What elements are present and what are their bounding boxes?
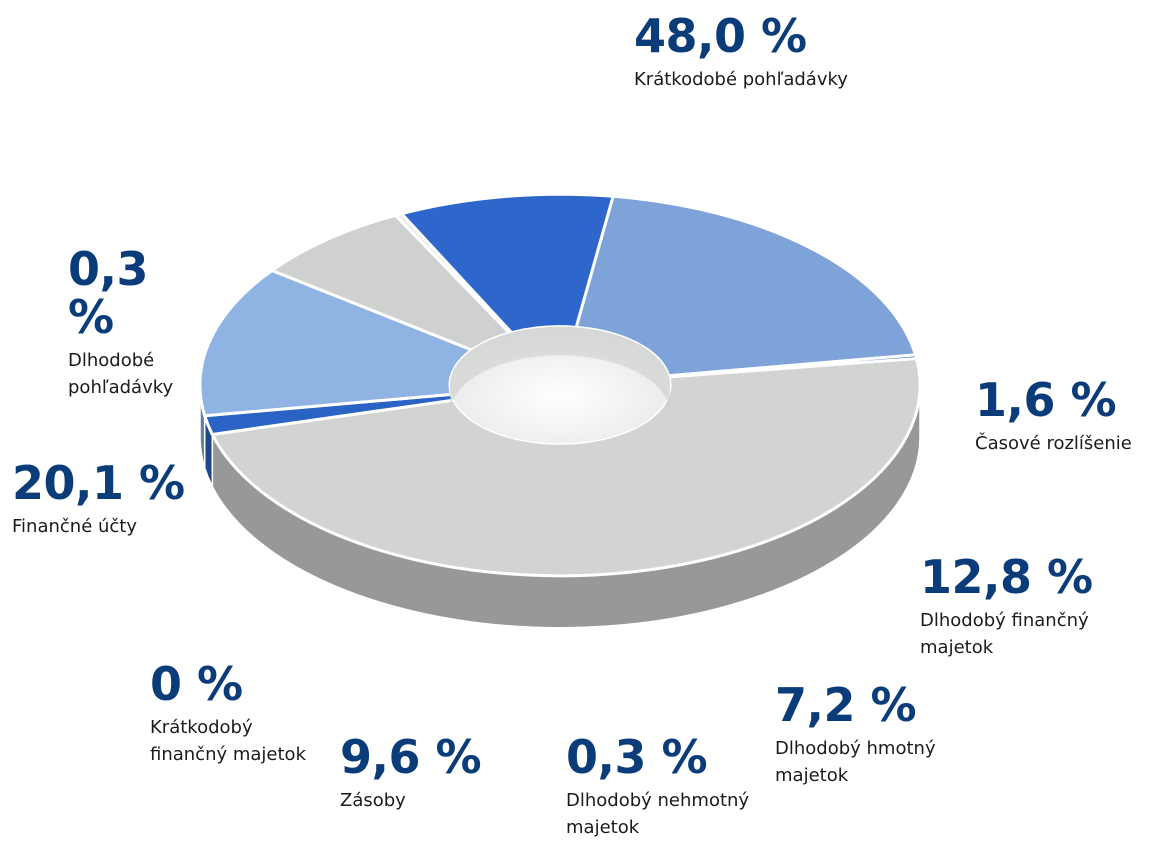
label-zasoby: 9,6 % Zásoby bbox=[340, 730, 482, 814]
label-casove-rozlisenie: 1,6 % Časové rozlíšenie bbox=[975, 376, 1132, 457]
slice-name-label: Dlhodobé pohľadávky bbox=[68, 350, 174, 398]
label-kratkodobe-pohladavky: 48,0 % Krátkodobé pohľadávky bbox=[634, 12, 848, 93]
donut-tops bbox=[198, 192, 922, 578]
label-dlhodoby-financny-majetok: 12,8 % Dlhodobý finančný majetok bbox=[920, 553, 1163, 661]
slice-name-label: Zásoby bbox=[340, 790, 406, 811]
slice-value-label: 48,0 % bbox=[634, 9, 807, 63]
slice-name-label: Krátkodobý finančný majetok bbox=[150, 717, 306, 765]
slice-value-label: 0,3 % bbox=[566, 730, 708, 784]
donut-hole bbox=[450, 326, 670, 444]
label-dlhodoby-nehmotny-majetok: 0,3 % Dlhodobý nehmotný majetok bbox=[566, 733, 751, 841]
slice-value-label: 12,8 % bbox=[920, 550, 1093, 604]
label-dlhodoby-hmotny-majetok: 7,2 % Dlhodobý hmotný majetok bbox=[775, 681, 965, 789]
slice-value-label: 1,6 % bbox=[975, 373, 1117, 427]
label-dlhodobe-pohladavky: 0,3 % Dlhodobé pohľadávky bbox=[68, 245, 183, 401]
label-kratkodoby-financny-majetok: 0 % Krátkodobý finančný majetok bbox=[150, 660, 320, 768]
label-financne-ucty: 20,1 % Finančné účty bbox=[12, 459, 185, 540]
slice-name-label: Časové rozlíšenie bbox=[975, 433, 1132, 454]
slice-name-label: Krátkodobé pohľadávky bbox=[634, 69, 848, 90]
slice-value-label: 0,3 % bbox=[68, 242, 149, 344]
slice-name-label: Finančné účty bbox=[12, 516, 138, 537]
slice-value-label: 7,2 % bbox=[775, 678, 917, 732]
slice-value-label: 20,1 % bbox=[12, 456, 185, 510]
slice-name-label: Dlhodobý finančný majetok bbox=[920, 610, 1089, 658]
slice-name-label: Dlhodobý nehmotný majetok bbox=[566, 790, 750, 838]
slice-value-label: 9,6 % bbox=[340, 730, 482, 784]
slice-value-label: 0 % bbox=[150, 657, 243, 711]
slice-name-label: Dlhodobý hmotný majetok bbox=[775, 738, 936, 786]
donut-inner-wall bbox=[450, 326, 670, 414]
